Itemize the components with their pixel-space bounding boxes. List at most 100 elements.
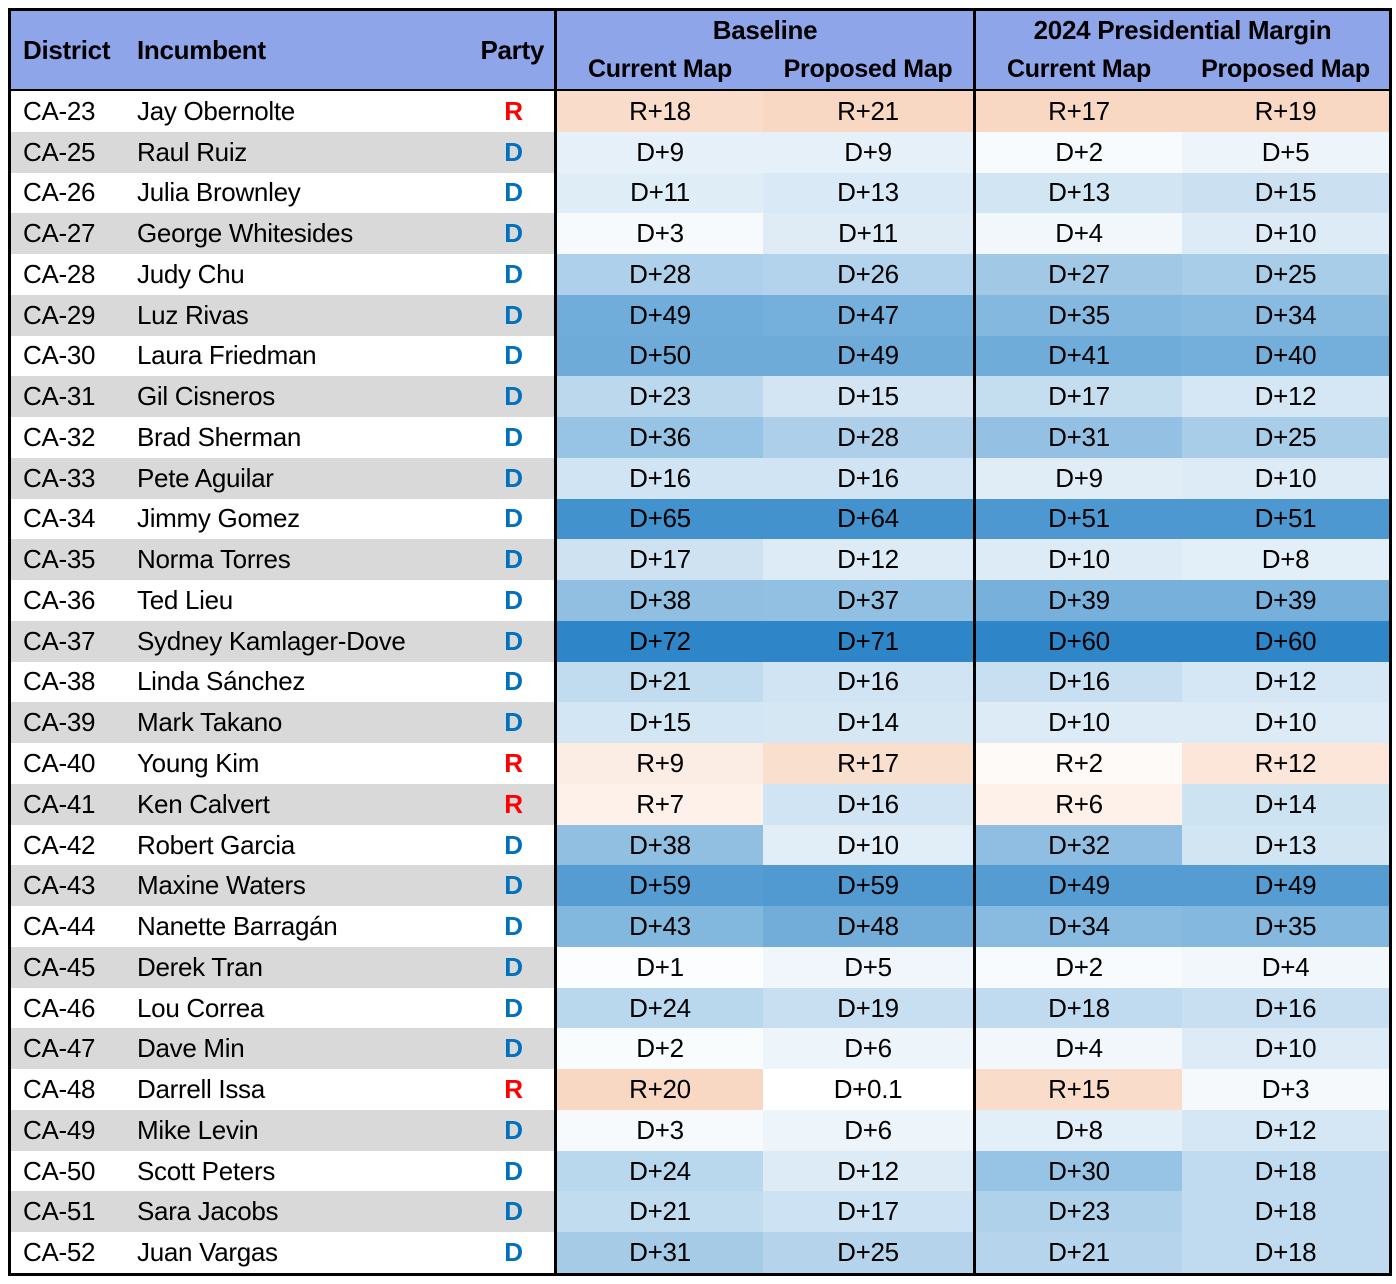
cell-margin: D+39 xyxy=(1182,580,1389,621)
cell-margin: D+15 xyxy=(1182,172,1389,214)
cell-margin: R+21 xyxy=(763,91,973,132)
cell-party: D xyxy=(431,906,554,947)
cell-margin: R+17 xyxy=(763,743,973,784)
cell-margin: D+5 xyxy=(1182,131,1389,173)
cell-margin: D+65 xyxy=(554,498,763,540)
cell-district: CA-50 xyxy=(11,1150,131,1192)
cell-incumbent: Darrell Issa xyxy=(131,1069,431,1110)
cell-party: D xyxy=(431,457,554,499)
cell-margin: D+16 xyxy=(763,661,973,703)
cell-margin: D+12 xyxy=(763,1150,973,1192)
cell-margin: D+24 xyxy=(554,987,763,1029)
cell-margin: D+38 xyxy=(554,824,763,866)
cell-margin: D+19 xyxy=(763,987,973,1029)
cell-party: D xyxy=(431,417,554,458)
cell-district: CA-52 xyxy=(11,1232,131,1273)
group-header-baseline: Baseline xyxy=(554,11,973,49)
cell-incumbent: Jimmy Gomez xyxy=(131,498,431,540)
cell-margin: D+34 xyxy=(1182,294,1389,336)
cell-district: CA-48 xyxy=(11,1069,131,1110)
cell-incumbent: Julia Brownley xyxy=(131,172,431,214)
cell-party: D xyxy=(431,294,554,336)
cell-margin: D+4 xyxy=(973,1028,1182,1070)
cell-margin: D+49 xyxy=(554,294,763,336)
cell-district: CA-45 xyxy=(11,946,131,988)
cell-margin: D+14 xyxy=(1182,783,1389,825)
cell-margin: D+28 xyxy=(763,417,973,458)
cell-margin: D+10 xyxy=(1182,702,1389,744)
cell-party: D xyxy=(431,620,554,662)
cell-incumbent: Gil Cisneros xyxy=(131,376,431,418)
cell-district: CA-30 xyxy=(11,335,131,377)
cell-party: D xyxy=(431,702,554,744)
cell-incumbent: Maxine Waters xyxy=(131,865,431,907)
cell-margin: D+10 xyxy=(973,702,1182,744)
cell-margin: R+20 xyxy=(554,1069,763,1110)
cell-incumbent: Scott Peters xyxy=(131,1150,431,1192)
cell-margin: D+1 xyxy=(554,946,763,988)
subheader-baseline-proposed: Proposed Map xyxy=(763,49,973,91)
subheader-presidential-proposed: Proposed Map xyxy=(1182,49,1389,91)
cell-margin: D+23 xyxy=(973,1191,1182,1233)
cell-margin: D+8 xyxy=(973,1109,1182,1151)
cell-margin: R+2 xyxy=(973,743,1182,784)
cell-incumbent: George Whitesides xyxy=(131,213,431,255)
cell-margin: D+49 xyxy=(1182,865,1389,907)
cell-incumbent: Luz Rivas xyxy=(131,294,431,336)
cell-margin: D+4 xyxy=(1182,946,1389,988)
cell-margin: D+27 xyxy=(973,254,1182,295)
cell-margin: D+31 xyxy=(973,417,1182,458)
cell-margin: D+9 xyxy=(973,457,1182,499)
cell-margin: D+2 xyxy=(554,1028,763,1070)
cell-district: CA-43 xyxy=(11,865,131,907)
cell-margin: D+6 xyxy=(763,1109,973,1151)
cell-margin: D+38 xyxy=(554,580,763,621)
cell-party: D xyxy=(431,824,554,866)
cell-incumbent: Nanette Barragán xyxy=(131,906,431,947)
cell-party: D xyxy=(431,1150,554,1192)
cell-party: D xyxy=(431,213,554,255)
col-header-party: Party xyxy=(431,11,554,91)
cell-margin: D+49 xyxy=(973,865,1182,907)
cell-incumbent: Dave Min xyxy=(131,1028,431,1070)
cell-margin: D+21 xyxy=(554,661,763,703)
cell-party: R xyxy=(431,783,554,825)
cell-party: D xyxy=(431,865,554,907)
cell-district: CA-34 xyxy=(11,498,131,540)
cell-margin: D+25 xyxy=(1182,254,1389,295)
cell-margin: D+10 xyxy=(973,539,1182,581)
cell-district: CA-31 xyxy=(11,376,131,418)
cell-incumbent: Mike Levin xyxy=(131,1109,431,1151)
cell-margin: D+5 xyxy=(763,946,973,988)
cell-party: R xyxy=(431,91,554,132)
cell-district: CA-32 xyxy=(11,417,131,458)
cell-margin: D+2 xyxy=(973,131,1182,173)
cell-margin: D+35 xyxy=(1182,906,1389,947)
cell-margin: D+8 xyxy=(1182,539,1389,581)
cell-margin: D+12 xyxy=(1182,1109,1389,1151)
cell-margin: D+16 xyxy=(1182,987,1389,1029)
cell-incumbent: Juan Vargas xyxy=(131,1232,431,1273)
cell-margin: D+37 xyxy=(763,580,973,621)
cell-margin: D+10 xyxy=(1182,457,1389,499)
subheader-presidential-current: Current Map xyxy=(973,49,1182,91)
cell-margin: D+0.1 xyxy=(763,1069,973,1110)
cell-district: CA-33 xyxy=(11,457,131,499)
cell-margin: D+21 xyxy=(554,1191,763,1233)
cell-margin: D+26 xyxy=(763,254,973,295)
cell-district: CA-47 xyxy=(11,1028,131,1070)
cell-margin: D+59 xyxy=(554,865,763,907)
cell-district: CA-28 xyxy=(11,254,131,295)
cell-party: D xyxy=(431,131,554,173)
cell-margin: D+11 xyxy=(763,213,973,255)
col-header-district: District xyxy=(11,11,131,91)
cell-incumbent: Brad Sherman xyxy=(131,417,431,458)
cell-margin: D+25 xyxy=(763,1232,973,1273)
cell-margin: D+18 xyxy=(1182,1150,1389,1192)
cell-party: D xyxy=(431,1028,554,1070)
cell-margin: D+36 xyxy=(554,417,763,458)
cell-margin: D+12 xyxy=(1182,661,1389,703)
cell-margin: D+17 xyxy=(973,376,1182,418)
cell-margin: D+71 xyxy=(763,620,973,662)
cell-margin: R+15 xyxy=(973,1069,1182,1110)
